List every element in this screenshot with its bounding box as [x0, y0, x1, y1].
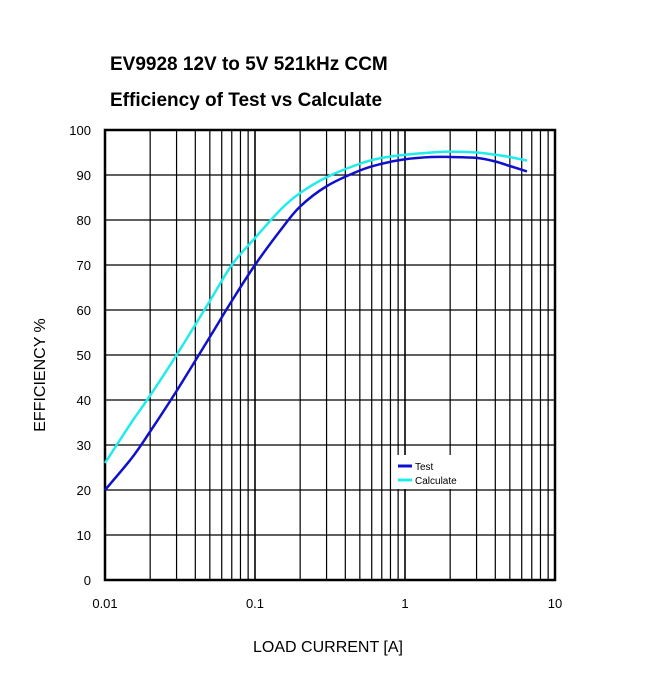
y-tick-label: 70: [77, 258, 91, 273]
x-tick-label: 0.01: [92, 596, 117, 611]
x-tick-label: 10: [548, 596, 562, 611]
y-tick-label: 40: [77, 393, 91, 408]
y-tick-label: 60: [77, 303, 91, 318]
series-line-test: [104, 155, 528, 491]
y-tick-label: 100: [69, 123, 91, 138]
y-axis-label: EFFICIENCY %: [32, 318, 49, 432]
chart-title: EV9928 12V to 5V 521kHz CCM: [110, 54, 388, 75]
y-tick-label: 0: [84, 573, 91, 588]
legend-label-calculate: Calculate: [415, 476, 457, 487]
y-tick-label: 80: [77, 213, 91, 228]
y-tick-label: 10: [77, 528, 91, 543]
series-lines: [103, 150, 528, 491]
legend: Test Calculate: [392, 455, 470, 489]
grid: [105, 130, 555, 580]
x-axis-label: LOAD CURRENT [A]: [253, 639, 403, 656]
x-tick-label: 0.1: [246, 596, 264, 611]
x-tick-label: 1: [401, 596, 408, 611]
y-tick-label: 50: [77, 348, 91, 363]
legend-box: [392, 455, 470, 489]
y-tick-label: 30: [77, 438, 91, 453]
series-line-calculate: [103, 150, 528, 464]
legend-label-test: Test: [415, 462, 434, 473]
y-tick-label: 90: [77, 168, 91, 183]
plot-frame: [103, 128, 557, 582]
y-tick-label: 20: [77, 483, 91, 498]
tick-labels: 0 10 20 30 40 50 60 70 80 90 100 0.01 0.1 1 10: [69, 123, 562, 611]
chart-subtitle: Efficiency of Test vs Calculate: [110, 90, 382, 111]
